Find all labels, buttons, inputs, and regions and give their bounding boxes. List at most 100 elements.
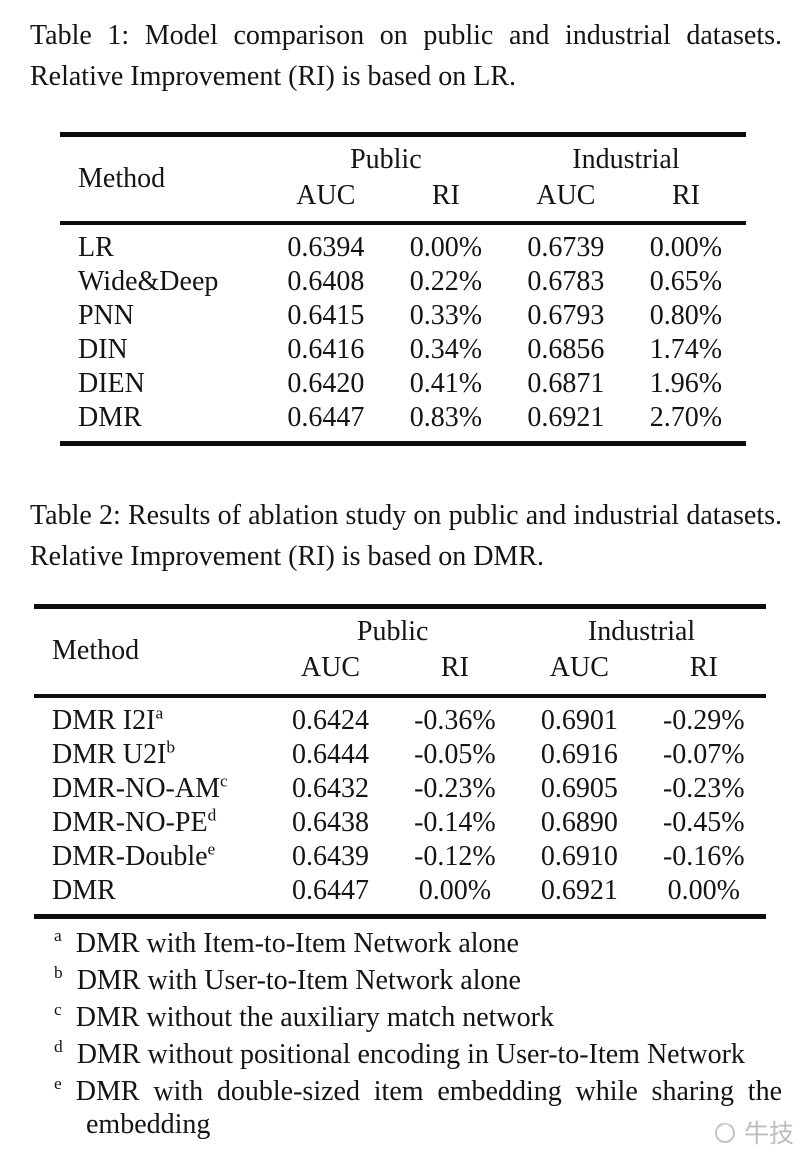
- footnote: b DMR with User-to-Item Network alone: [36, 964, 782, 997]
- table-row: DMR I2Ia 0.6424 -0.36% 0.6901 -0.29%: [34, 696, 766, 738]
- table-row: DMR 0.6447 0.83% 0.6921 2.70%: [60, 401, 746, 444]
- table2-subheader-auc-industrial: AUC: [549, 651, 609, 683]
- value-cell: -0.14%: [414, 806, 496, 838]
- value-cell: 0.6416: [287, 334, 365, 366]
- value-cell: 0.6916: [540, 738, 618, 770]
- table2-header-method: Method: [52, 635, 140, 667]
- method-cell: DIN: [78, 334, 128, 366]
- value-cell: -0.36%: [414, 704, 496, 736]
- table1: Method Public Industrial AUC RI AUC RI L…: [60, 131, 746, 447]
- value-cell: 0.6447: [291, 874, 369, 906]
- table-row: DMR U2Ib 0.6444 -0.05% 0.6916 -0.07%: [34, 738, 766, 772]
- method-cell: DMR U2Ib: [52, 737, 176, 770]
- method-cell: DIEN: [78, 368, 145, 400]
- table2: Method Public Industrial AUC RI AUC RI D…: [34, 604, 766, 919]
- table1-header-industrial: Industrial: [572, 143, 680, 175]
- table1-subheader-auc-public: AUC: [296, 179, 356, 211]
- value-cell: 0.6871: [527, 368, 605, 400]
- table-row: DMR-Doublee 0.6439 -0.12% 0.6910 -0.16%: [34, 840, 766, 874]
- value-cell: -0.29%: [662, 704, 745, 736]
- footnote-marker: a: [155, 703, 164, 723]
- value-cell: 0.83%: [409, 402, 483, 434]
- table-row: DIEN 0.6420 0.41% 0.6871 1.96%: [60, 367, 746, 401]
- value-cell: -0.07%: [662, 738, 745, 770]
- value-cell: 0.6856: [527, 334, 605, 366]
- value-cell: -0.23%: [662, 772, 745, 804]
- method-cell: Wide&Deep: [78, 266, 219, 298]
- table2-subheader-auc-public: AUC: [300, 651, 361, 683]
- value-cell: 0.6783: [527, 266, 605, 298]
- table-row: DMR-NO-PEd 0.6438 -0.14% 0.6890 -0.45%: [34, 806, 766, 840]
- table1-subheader-auc-industrial: AUC: [536, 179, 596, 211]
- table-row: Wide&Deep 0.6408 0.22% 0.6783 0.65%: [60, 265, 746, 299]
- value-cell: 0.6432: [291, 772, 369, 804]
- footnote-marker: d: [54, 1037, 63, 1057]
- value-cell: 0.6890: [540, 806, 618, 838]
- value-cell: 0.6921: [527, 402, 605, 434]
- value-cell: 1.96%: [649, 368, 723, 400]
- table2-header-public: Public: [356, 616, 429, 648]
- footnote-text: DMR without the auxiliary match network: [75, 1001, 554, 1033]
- footnote-text: DMR with User-to-Item Network alone: [76, 964, 521, 996]
- table2-header: Method Public Industrial AUC RI AUC RI: [34, 607, 766, 696]
- table1-header: Method Public Industrial AUC RI AUC RI: [60, 134, 746, 224]
- table2-caption: Table 2: Results of ablation study on pu…: [30, 500, 782, 573]
- footnote-marker: c: [54, 1000, 62, 1020]
- footnote: c DMR without the auxiliary match network: [36, 1001, 782, 1034]
- table2-header-industrial: Industrial: [587, 616, 696, 648]
- footnote-marker: d: [207, 805, 217, 825]
- method-cell: DMR: [78, 402, 142, 434]
- value-cell: -0.12%: [414, 840, 496, 872]
- footnote: d DMR without positional encoding in User…: [36, 1038, 782, 1071]
- value-cell: 0.6394: [287, 232, 365, 264]
- value-cell: -0.16%: [662, 840, 745, 872]
- value-cell: 0.6415: [287, 300, 365, 332]
- watermark-text: 牛技: [743, 1121, 794, 1148]
- value-cell: 0.6447: [287, 402, 365, 434]
- value-cell: 0.41%: [409, 368, 483, 400]
- value-cell: 0.6905: [540, 772, 618, 804]
- table-row: DMR 0.6447 0.00% 0.6921 0.00%: [34, 874, 766, 917]
- footnote-text: DMR with double-sized item embedding whi…: [75, 1075, 782, 1140]
- table-row: PNN 0.6415 0.33% 0.6793 0.80%: [60, 299, 746, 333]
- watermark: 牛技: [712, 1114, 794, 1150]
- table1-header-public: Public: [350, 143, 422, 175]
- table2-subheader-ri-public: RI: [440, 651, 469, 683]
- footnote-marker: a: [54, 926, 62, 946]
- footnote-marker: c: [220, 771, 228, 791]
- value-cell: 0.00%: [649, 232, 723, 264]
- value-cell: 0.33%: [409, 300, 483, 332]
- value-cell: 0.6444: [291, 738, 369, 770]
- value-cell: 0.6793: [527, 300, 605, 332]
- table2-subheader-ri-industrial: RI: [689, 651, 718, 683]
- method-cell: DMR: [52, 874, 116, 906]
- value-cell: 0.6438: [291, 806, 369, 838]
- footnote-marker: e: [54, 1074, 62, 1094]
- value-cell: 0.6739: [527, 232, 605, 264]
- table1-subheader-ri-public: RI: [431, 179, 460, 211]
- value-cell: -0.23%: [414, 772, 496, 804]
- table-row: DIN 0.6416 0.34% 0.6856 1.74%: [60, 333, 746, 367]
- value-cell: 0.6921: [540, 874, 618, 906]
- table1-header-method: Method: [78, 163, 166, 195]
- circle-logo-icon: [712, 1119, 738, 1145]
- table-row: DMR-NO-AMc 0.6432 -0.23% 0.6905 -0.23%: [34, 772, 766, 806]
- footnote: e DMR with double-sized item embedding wh…: [36, 1075, 782, 1141]
- value-cell: 0.6439: [291, 840, 369, 872]
- value-cell: 0.00%: [667, 874, 740, 906]
- value-cell: 0.6424: [291, 704, 369, 736]
- value-cell: 2.70%: [649, 402, 723, 434]
- value-cell: 0.6408: [287, 266, 365, 298]
- table1-subheader-ri-industrial: RI: [671, 179, 700, 211]
- value-cell: 0.6910: [540, 840, 618, 872]
- footnote-text: DMR with Item-to-Item Network alone: [75, 927, 519, 959]
- footnote: a DMR with Item-to-Item Network alone: [36, 927, 782, 960]
- value-cell: 0.65%: [649, 266, 723, 298]
- table1-body: LR 0.6394 0.00% 0.6739 0.00% Wide&Deep 0.6408 0…: [60, 223, 746, 444]
- method-cell: DMR-NO-AMc: [52, 771, 228, 804]
- method-cell: LR: [78, 232, 114, 264]
- value-cell: 1.74%: [649, 334, 723, 366]
- method-cell: DMR-Doublee: [52, 839, 216, 872]
- table2-body: DMR I2Ia 0.6424 -0.36% 0.6901 -0.29% DMR U2Ib…: [34, 696, 766, 917]
